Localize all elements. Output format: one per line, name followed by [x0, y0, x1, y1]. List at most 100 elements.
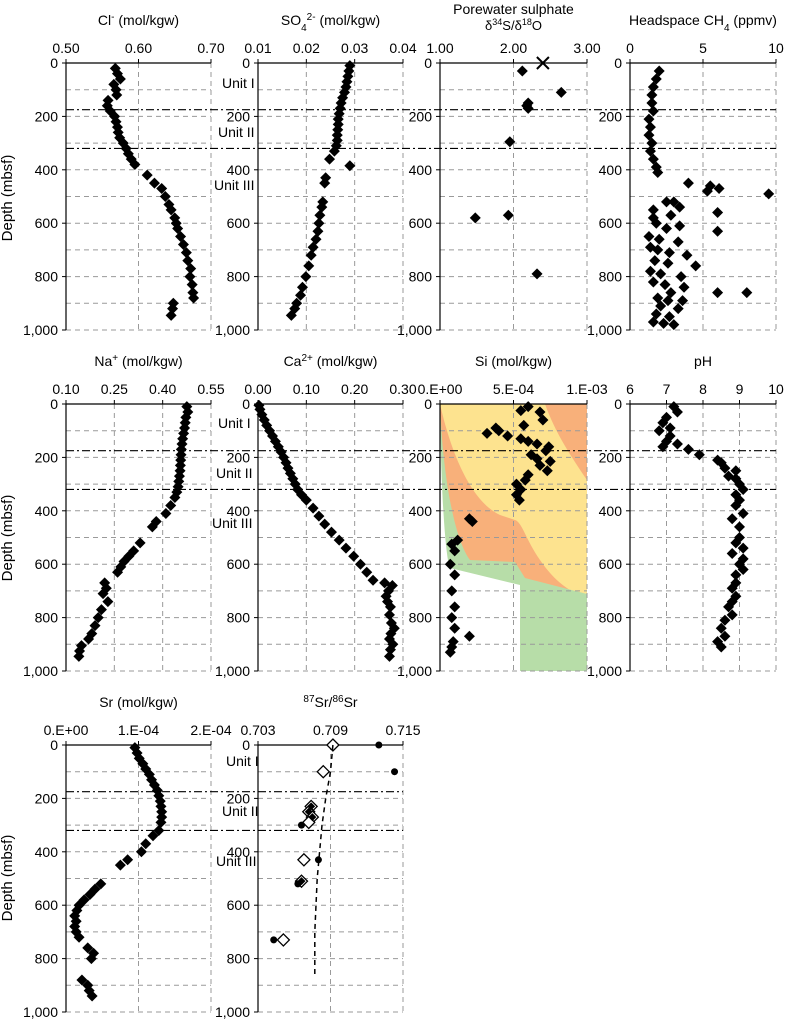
diamond-marker	[73, 931, 85, 943]
dot-marker	[298, 821, 305, 829]
y-tick-label: 800	[409, 610, 433, 626]
diamond-marker	[655, 300, 667, 312]
diamond-marker	[661, 223, 672, 235]
dot-marker	[314, 856, 322, 864]
x-tick-label: 1.E-04	[118, 722, 159, 738]
diamond-marker	[647, 276, 659, 288]
diamond-marker	[449, 569, 461, 581]
y-tick-label: 1,000	[23, 663, 58, 679]
y-tick-label: 1,000	[23, 1004, 58, 1020]
diamond-marker	[148, 177, 160, 189]
panel-title: SO42- (mol/kgw)	[281, 12, 380, 34]
diamond-marker	[95, 604, 107, 616]
diamond-marker	[324, 153, 336, 165]
x-tick-label: 2.00	[500, 40, 527, 56]
panel-title: Sr (mol/kgw)	[99, 694, 178, 710]
x-tick-label: 0.70	[197, 40, 224, 56]
diamond-marker	[677, 295, 689, 307]
diamond-marker	[726, 609, 738, 621]
diamond-marker	[141, 169, 153, 181]
diamond-marker	[763, 188, 775, 200]
diamond-marker	[296, 281, 308, 293]
diamond-marker	[655, 268, 667, 280]
y-tick-label: 400	[227, 503, 251, 519]
panel-10: 0.703 0.709 0.715 0 200 400 600 800 1,000 87Sr/86…	[215, 694, 421, 1021]
x-tick-label: 8	[699, 381, 707, 397]
diamond-marker	[730, 537, 742, 549]
diamond-marker	[502, 209, 514, 221]
panel-9: 0.E+00 1.E-04 2.E-04 0 200 400 600 800 1,000 Sr (…	[23, 694, 232, 1020]
diamond-marker	[537, 414, 549, 426]
y-tick-label: 1,000	[215, 322, 250, 338]
diamond-marker	[652, 244, 664, 256]
diamond-marker	[741, 287, 753, 299]
y-tick-label: 0	[242, 55, 250, 71]
x-tick-label: 0.20	[341, 381, 368, 397]
panel-4: 0 5 10 0 200 400 600 800 1,000 Headspace CH4 (ppm…	[587, 12, 784, 338]
x-tick-label: 0.55	[197, 381, 224, 397]
x-tick-label: 9	[736, 381, 744, 397]
diamond-marker	[522, 401, 534, 413]
diamond-marker	[734, 521, 745, 533]
diamond-marker	[534, 459, 546, 471]
diamond-marker	[658, 317, 670, 329]
diamond-marker	[111, 89, 123, 101]
unit-label-ii: Unit II	[222, 803, 259, 819]
panel-2: 0.01 0.02 0.03 0.04 0 200 400 600 800 1,000 SO42- …	[215, 12, 417, 339]
y-tick-label: 0	[50, 737, 58, 753]
diamond-marker	[348, 550, 360, 562]
y-tick-label: 600	[227, 897, 251, 913]
diamond-marker	[165, 499, 177, 511]
diamond-marker	[646, 97, 658, 109]
diamond-marker	[540, 445, 552, 457]
diamond-marker	[313, 217, 325, 229]
y-tick-label: 1,000	[587, 663, 622, 679]
diamond-marker	[659, 279, 671, 291]
diamond-marker	[726, 548, 738, 560]
diamond-marker	[76, 974, 88, 986]
diamond-marker	[188, 292, 200, 304]
x-tick-label: 0.50	[52, 40, 79, 56]
diamond-marker	[730, 569, 742, 581]
open-diamond-marker	[276, 932, 291, 947]
y-tick-label: 1,000	[587, 322, 622, 338]
diamond-marker	[446, 585, 458, 597]
diamond-marker	[383, 609, 395, 621]
diamond-marker	[316, 201, 328, 213]
diamond-marker	[518, 419, 530, 431]
x-tick-label: 0	[626, 40, 634, 56]
depth-axis-label-row2: Depth (mbsf)	[0, 495, 16, 582]
diamond-marker	[159, 191, 171, 202]
diamond-marker	[319, 177, 331, 189]
unit-labels-row1: Unit I Unit II Unit III	[214, 75, 255, 193]
diamond-marker	[313, 510, 325, 522]
x-tick-label: 7	[663, 381, 671, 397]
diamond-marker	[147, 830, 159, 842]
diamond-marker	[671, 438, 683, 450]
diamond-marker	[682, 443, 694, 455]
x-tick-label: 0.715	[385, 722, 420, 738]
diamond-marker	[383, 650, 395, 662]
unit-labels-row2: Unit I Unit II Unit III	[212, 415, 253, 531]
unit-label-ii: Unit II	[216, 465, 253, 481]
y-tick-label: 1,000	[23, 322, 58, 338]
diamond-marker	[384, 644, 396, 656]
y-tick-label: 0	[50, 396, 58, 412]
y-tick-label: 200	[599, 108, 623, 124]
y-tick-label: 200	[35, 449, 59, 465]
open-diamond-marker	[325, 738, 340, 752]
y-tick-label: 600	[227, 556, 251, 572]
dot-marker	[375, 741, 383, 749]
y-tick-label: 200	[227, 790, 251, 806]
diamond-marker	[463, 630, 475, 642]
diamond-marker	[723, 601, 735, 613]
sr-trend-line	[314, 744, 334, 978]
diamond-marker	[135, 846, 147, 858]
unit-label-i: Unit I	[218, 415, 251, 431]
y-tick-label: 400	[409, 503, 433, 519]
diamond-marker	[481, 427, 493, 439]
diamond-marker	[719, 630, 731, 642]
x-tick-label: 0.E+00	[44, 722, 89, 738]
diamond-marker	[160, 507, 172, 519]
x-tick-label: 0.709	[313, 722, 348, 738]
